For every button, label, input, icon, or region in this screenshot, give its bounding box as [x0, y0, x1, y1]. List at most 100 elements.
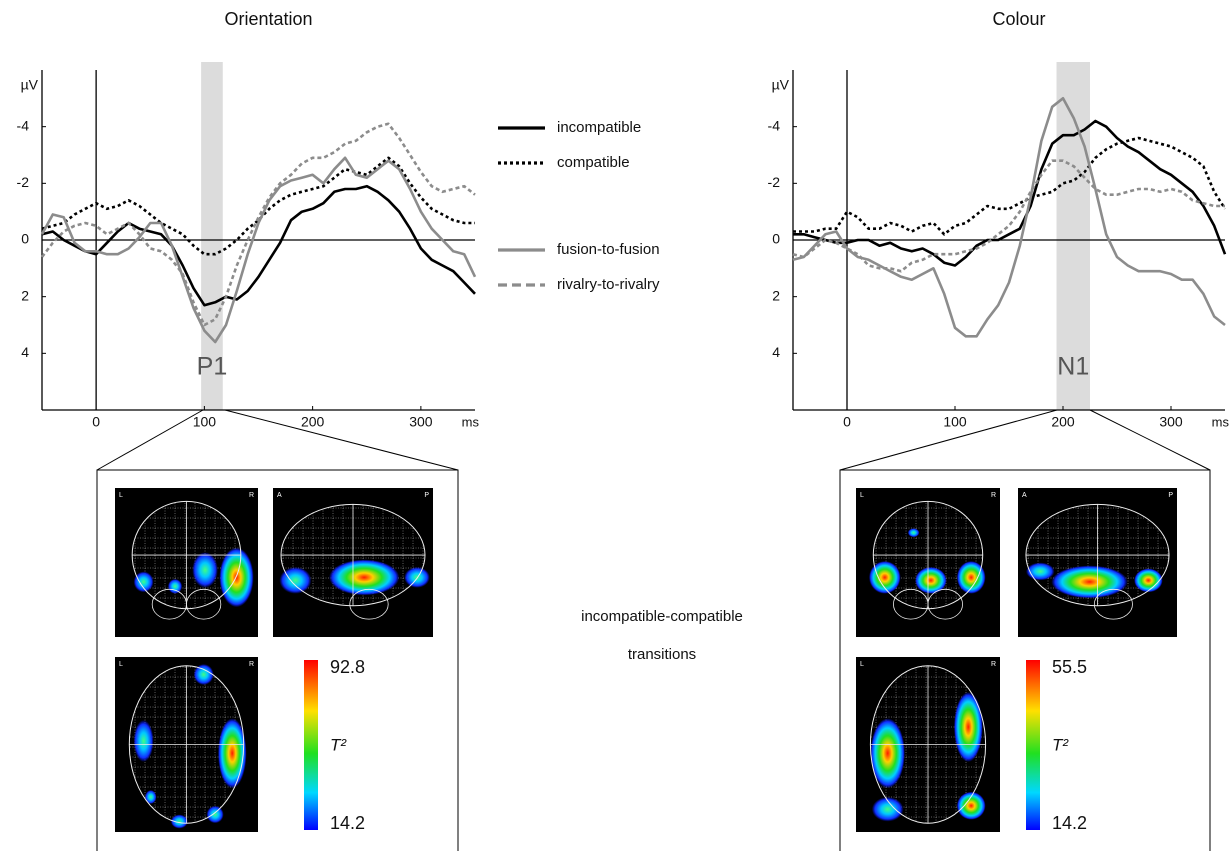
x-axis-label: ms — [1212, 414, 1229, 429]
activation — [953, 692, 983, 762]
view-label: L — [119, 492, 123, 499]
activation — [956, 561, 986, 594]
zoom-lines — [96, 409, 1211, 851]
view-label: A — [277, 492, 282, 499]
y-axis-label: µV — [772, 77, 790, 93]
activation — [907, 528, 920, 538]
view-label: L — [119, 661, 123, 668]
activation — [192, 552, 218, 588]
activation — [329, 559, 400, 596]
activation — [279, 566, 312, 594]
colorbar-label: T² — [1052, 735, 1069, 754]
series-line — [792, 97, 1226, 338]
y-tick-label: -2 — [768, 174, 781, 190]
y-tick-label: 2 — [772, 287, 780, 303]
colorbar — [304, 660, 318, 830]
activation — [1051, 565, 1128, 599]
view-label: P — [424, 492, 429, 499]
view-label: P — [1168, 492, 1173, 499]
colorbar-min: 14.2 — [1052, 813, 1087, 833]
cerebellum — [1093, 588, 1133, 620]
x-tick-label: 0 — [843, 414, 851, 430]
y-tick-label: 2 — [21, 287, 29, 303]
view-label: R — [991, 661, 996, 668]
activation — [870, 718, 905, 789]
y-tick-label: -4 — [768, 117, 781, 133]
caption: incompatible-compatible transitions — [581, 608, 743, 663]
activation — [167, 578, 183, 594]
activation — [868, 561, 901, 594]
x-tick-label: 100 — [943, 414, 967, 430]
colorbar-max: 55.5 — [1052, 657, 1087, 677]
x-axis-label: ms — [462, 414, 480, 429]
zoom-line — [839, 409, 1058, 471]
series-line — [793, 119, 1227, 267]
view-label: L — [860, 661, 864, 668]
cerebellum — [349, 588, 389, 620]
cerebellum — [927, 588, 963, 620]
series-line — [41, 184, 476, 307]
y-tick-label: -2 — [17, 174, 30, 190]
legend-label: incompatible — [557, 119, 641, 136]
activation — [1134, 568, 1163, 593]
highlight-label: N1 — [1057, 353, 1089, 381]
activation — [133, 571, 154, 593]
chart-title: Orientation — [224, 9, 312, 29]
activation — [217, 718, 247, 789]
view-label: A — [1022, 492, 1027, 499]
x-tick-label: 200 — [1051, 414, 1075, 430]
colorbar-max: 92.8 — [330, 657, 365, 677]
chart-title: Colour — [992, 9, 1045, 29]
zoom-line — [96, 409, 204, 471]
caption-line: incompatible-compatible — [581, 608, 743, 625]
zoom-line — [224, 409, 459, 471]
activation — [206, 805, 224, 824]
colorbar — [1026, 660, 1040, 830]
series-line — [40, 156, 477, 344]
legend-label: fusion-to-fusion — [557, 241, 660, 258]
view-label: R — [249, 661, 254, 668]
y-tick-label: -4 — [17, 117, 30, 133]
activation — [871, 797, 904, 822]
view-label: R — [991, 492, 996, 499]
x-tick-label: 300 — [1159, 414, 1183, 430]
x-tick-label: 200 — [301, 414, 325, 430]
view-label: R — [249, 492, 254, 499]
activation — [145, 790, 157, 804]
y-tick-label: 0 — [772, 231, 780, 247]
colorbar-label: T² — [330, 735, 347, 754]
activation — [193, 664, 214, 685]
zoom-line — [1089, 409, 1211, 471]
zoom-box — [839, 469, 1211, 851]
series-line — [41, 156, 475, 256]
y-tick-label: 4 — [772, 344, 780, 360]
activation — [1025, 562, 1055, 581]
y-axis-label: µV — [21, 77, 39, 93]
x-tick-label: 0 — [92, 414, 100, 430]
activation — [170, 814, 188, 829]
y-tick-label: 0 — [21, 231, 29, 247]
legend-label: compatible — [557, 154, 630, 171]
cerebellum — [186, 588, 222, 620]
highlight-label: P1 — [197, 353, 228, 381]
legend-label: rivalry-to-rivalry — [557, 276, 660, 293]
x-tick-label: 100 — [193, 414, 217, 430]
view-label: L — [860, 492, 864, 499]
activation — [133, 720, 154, 762]
colorbar-min: 14.2 — [330, 813, 365, 833]
activation — [915, 566, 947, 594]
activation — [404, 566, 430, 588]
activation — [956, 791, 986, 820]
series-line — [792, 159, 1225, 273]
y-tick-label: 4 — [21, 344, 29, 360]
caption-line: transitions — [628, 646, 696, 663]
x-tick-label: 300 — [409, 414, 433, 430]
series-line — [793, 136, 1227, 236]
zoom-box — [96, 469, 459, 851]
